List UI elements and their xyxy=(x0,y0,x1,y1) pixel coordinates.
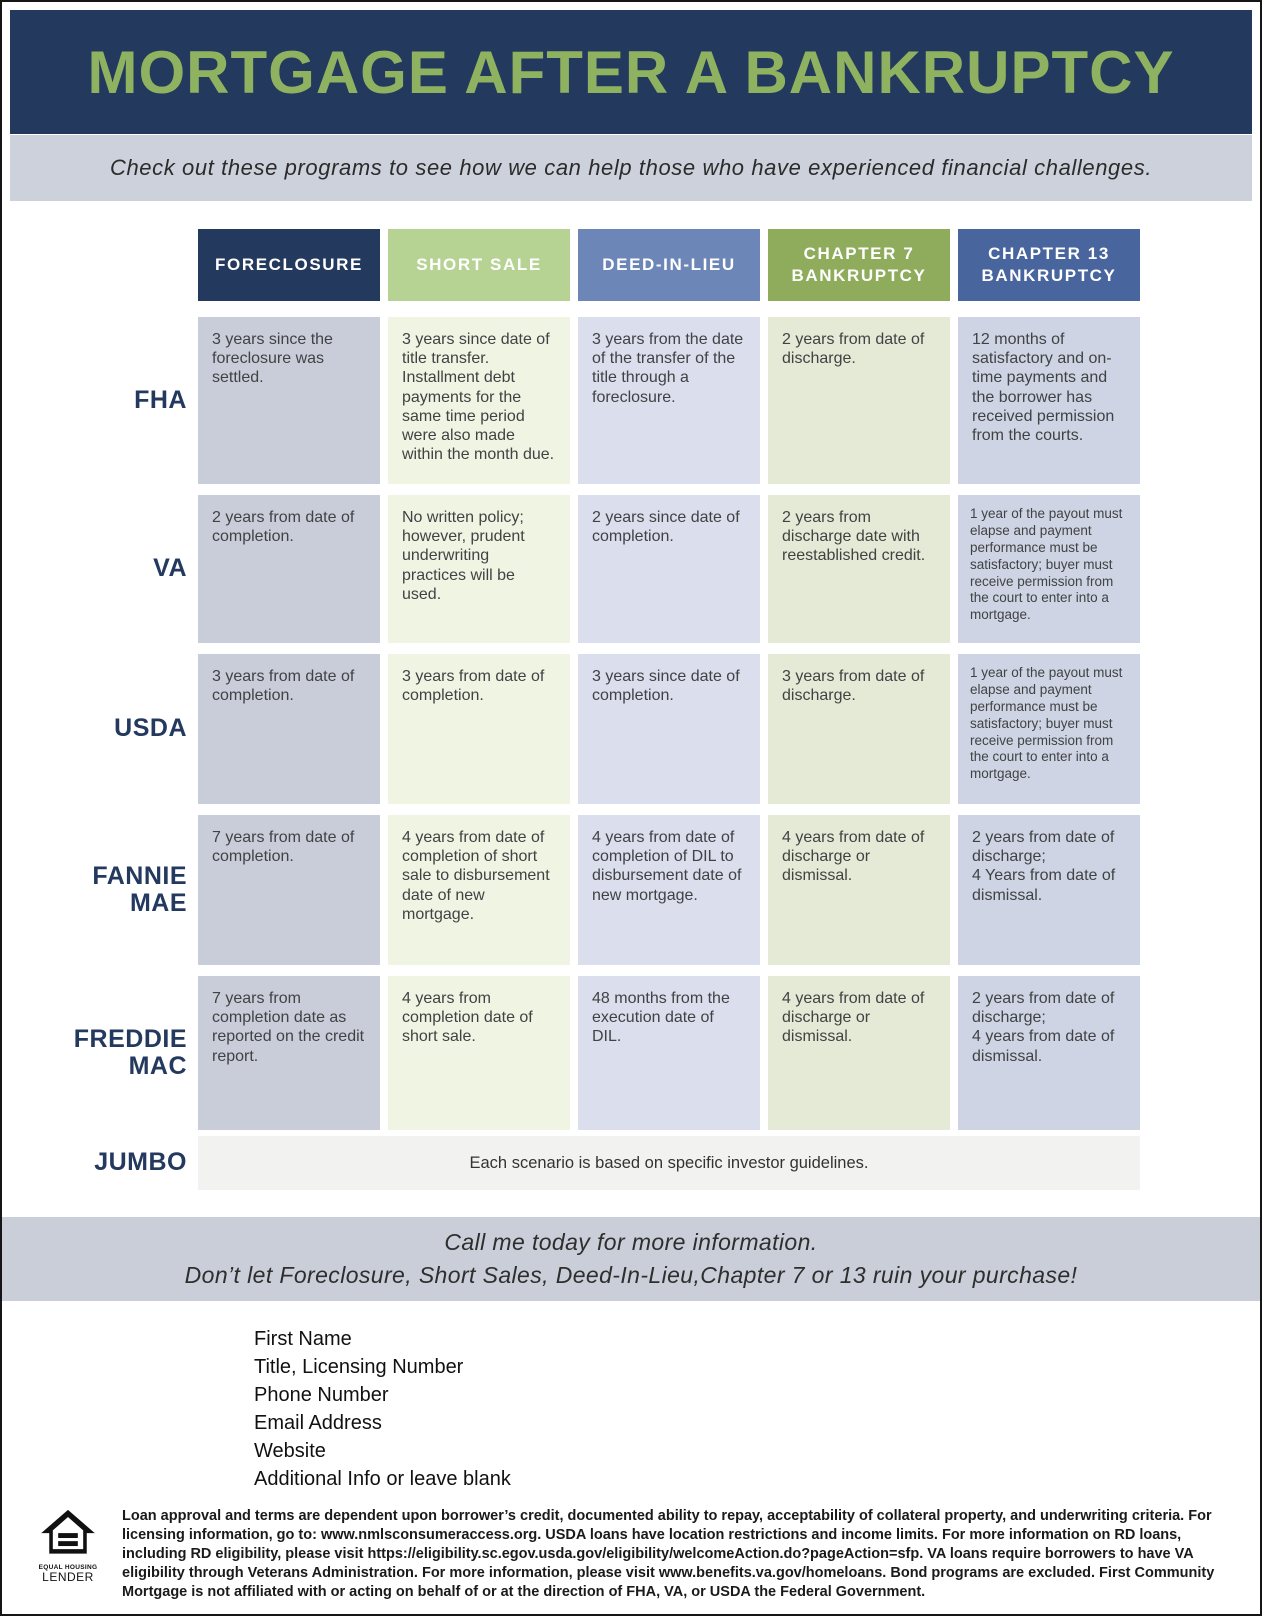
col-header-chapter7: CHAPTER 7 BANKRUPTCY xyxy=(768,229,950,301)
row-label-va: VA xyxy=(153,554,187,583)
cell-fannie-chapter13: 2 years from date of discharge; 4 Years … xyxy=(958,815,1140,965)
cell-fannie-short-sale: 4 years from date of completion of short… xyxy=(388,815,570,965)
row-label-fha: FHA xyxy=(134,385,187,414)
col-header-short-sale: SHORT SALE xyxy=(388,229,570,301)
cell-freddie-deed-in-lieu: 48 months from the execution date of DIL… xyxy=(578,976,760,1130)
contact-block: First Name Title, Licensing Number Phone… xyxy=(254,1325,1260,1493)
cell-usda-foreclosure: 3 years from date of completion. xyxy=(198,654,380,804)
contact-title-license: Title, Licensing Number xyxy=(254,1356,464,1378)
program-table: FORECLOSURE SHORT SALE DEED-IN-LIEU CHAP… xyxy=(2,229,1140,1190)
table-row-freddie-mac: FREDDIE MAC 7 years from completion date… xyxy=(2,976,1140,1130)
cell-usda-chapter13: 1 year of the payout must elapse and pay… xyxy=(958,654,1140,804)
cell-fha-deed-in-lieu: 3 years from the date of the transfer of… xyxy=(578,317,760,484)
header-spacer xyxy=(2,229,190,301)
cell-fha-foreclosure: 3 years since the foreclosure was settle… xyxy=(198,317,380,484)
table-row-usda: USDA 3 years from date of completion. 3 … xyxy=(2,654,1140,804)
cell-fannie-foreclosure: 7 years from date of completion. xyxy=(198,815,380,965)
cell-fha-chapter13: 12 months of satisfactory and on-time pa… xyxy=(958,317,1140,484)
cell-freddie-foreclosure: 7 years from completion date as reported… xyxy=(198,976,380,1130)
cell-fannie-chapter7: 4 years from date of discharge or dismis… xyxy=(768,815,950,965)
disclaimer-text: Loan approval and terms are dependent up… xyxy=(122,1508,1215,1600)
footer: EQUAL HOUSING LENDER Loan approval and t… xyxy=(36,1507,1220,1602)
contact-additional-info: Additional Info or leave blank xyxy=(254,1468,511,1490)
callout-bar: Call me today for more information. Don’… xyxy=(2,1217,1260,1301)
cell-freddie-short-sale: 4 years from completion date of short sa… xyxy=(388,976,570,1130)
cell-va-deed-in-lieu: 2 years since date of completion. xyxy=(578,495,760,643)
table-row-fannie-mae: FANNIE MAE 7 years from date of completi… xyxy=(2,815,1140,965)
cell-jumbo-all: Each scenario is based on specific inves… xyxy=(198,1136,1140,1190)
equal-housing-lender-icon: EQUAL HOUSING LENDER xyxy=(36,1507,100,1584)
col-header-deed-in-lieu: DEED-IN-LIEU xyxy=(578,229,760,301)
table-row-fha: FHA 3 years since the foreclosure was se… xyxy=(2,317,1140,484)
callout-line2: Don’t let Foreclosure, Short Sales, Deed… xyxy=(184,1262,1078,1288)
col-header-chapter13: CHAPTER 13 BANKRUPTCY xyxy=(958,229,1140,301)
subtitle-bar: Check out these programs to see how we c… xyxy=(10,135,1252,201)
cell-freddie-chapter13: 2 years from date of discharge; 4 years … xyxy=(958,976,1140,1130)
row-label-freddie-mac: FREDDIE MAC xyxy=(73,1024,187,1080)
table-row-va: VA 2 years from date of completion. No w… xyxy=(2,495,1140,643)
contact-phone: Phone Number xyxy=(254,1384,389,1406)
col-header-foreclosure: FORECLOSURE xyxy=(198,229,380,301)
equal-housing-text: EQUAL HOUSING xyxy=(38,1564,98,1571)
table-row-jumbo: JUMBO Each scenario is based on specific… xyxy=(2,1136,1140,1190)
cell-usda-deed-in-lieu: 3 years since date of completion. xyxy=(578,654,760,804)
cell-freddie-chapter7: 4 years from date of discharge or dismis… xyxy=(768,976,950,1130)
banner: MORTGAGE AFTER A BANKRUPTCY xyxy=(10,10,1252,134)
cell-usda-chapter7: 3 years from date of discharge. xyxy=(768,654,950,804)
row-label-fannie-mae: FANNIE MAE xyxy=(92,861,187,917)
table-header-row: FORECLOSURE SHORT SALE DEED-IN-LIEU CHAP… xyxy=(2,229,1140,301)
row-label-jumbo: JUMBO xyxy=(94,1148,187,1177)
cell-va-chapter7: 2 years from discharge date with reestab… xyxy=(768,495,950,643)
callout-line1: Call me today for more information. xyxy=(444,1228,818,1255)
row-label-usda: USDA xyxy=(114,714,187,743)
cell-va-foreclosure: 2 years from date of completion. xyxy=(198,495,380,643)
cell-fannie-deed-in-lieu: 4 years from date of completion of DIL t… xyxy=(578,815,760,965)
cell-fha-chapter7: 2 years from date of discharge. xyxy=(768,317,950,484)
lender-text: LENDER xyxy=(42,1570,94,1585)
contact-first-name: First Name xyxy=(254,1328,352,1350)
subtitle-text: Check out these programs to see how we c… xyxy=(109,155,1153,180)
contact-website: Website xyxy=(254,1440,326,1462)
cell-va-chapter13: 1 year of the payout must elapse and pay… xyxy=(958,495,1140,643)
cell-fha-short-sale: 3 years since date of title transfer. In… xyxy=(388,317,570,484)
contact-email: Email Address xyxy=(254,1412,382,1434)
cell-va-short-sale: No written policy; however, prudent unde… xyxy=(388,495,570,643)
cell-usda-short-sale: 3 years from date of completion. xyxy=(388,654,570,804)
page-title: MORTGAGE AFTER A BANKRUPTCY xyxy=(87,38,1175,106)
